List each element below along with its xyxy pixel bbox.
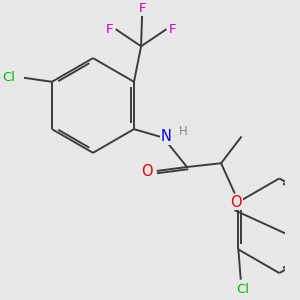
Text: F: F — [138, 2, 146, 15]
Text: N: N — [160, 129, 171, 144]
Text: F: F — [106, 23, 113, 36]
Text: F: F — [169, 23, 177, 36]
Text: O: O — [141, 164, 153, 179]
Text: O: O — [230, 195, 242, 210]
Text: H: H — [179, 125, 188, 139]
Text: Cl: Cl — [2, 70, 15, 83]
Text: Cl: Cl — [236, 283, 249, 296]
